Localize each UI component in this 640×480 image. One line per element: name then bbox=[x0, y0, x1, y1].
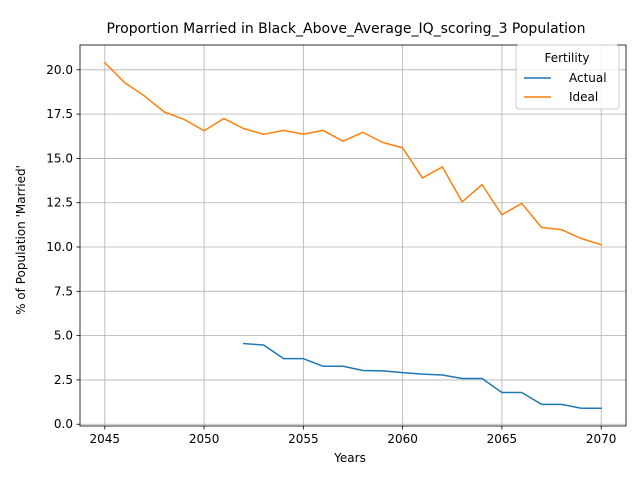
y-tick-label: 10.0 bbox=[46, 240, 73, 254]
x-axis-label: Years bbox=[333, 451, 366, 465]
legend-label-actual: Actual bbox=[569, 71, 607, 85]
y-axis-label: % of Population 'Married' bbox=[14, 165, 28, 315]
y-tick-label: 20.0 bbox=[46, 63, 73, 77]
x-tick-label: 2070 bbox=[586, 432, 617, 446]
y-tick-label: 2.5 bbox=[54, 373, 73, 387]
x-tick-label: 2050 bbox=[189, 432, 220, 446]
series-line-actual bbox=[242, 342, 602, 410]
x-axis-ticks: 2045 2050 2055 2060 2065 2070 bbox=[90, 426, 617, 446]
y-axis-ticks: 0.0 2.5 5.0 7.5 10.0 12.5 15.0 17.5 20.0 bbox=[46, 63, 80, 431]
y-tick-label: 7.5 bbox=[54, 284, 73, 298]
y-tick-label: 5.0 bbox=[54, 329, 73, 343]
series-line-ideal bbox=[103, 61, 603, 246]
series-layer bbox=[103, 61, 603, 410]
x-tick-label: 2045 bbox=[90, 432, 121, 446]
legend-title: Fertility bbox=[544, 51, 589, 65]
legend: Fertility Actual Ideal bbox=[515, 44, 620, 110]
y-tick-label: 17.5 bbox=[46, 107, 73, 121]
x-tick-label: 2065 bbox=[487, 432, 518, 446]
chart-title: Proportion Married in Black_Above_Averag… bbox=[107, 21, 586, 37]
grid-lines bbox=[80, 45, 626, 426]
x-tick-label: 2060 bbox=[387, 432, 418, 446]
legend-label-ideal: Ideal bbox=[569, 90, 598, 104]
legend-box bbox=[515, 44, 620, 110]
plot-frame bbox=[79, 44, 627, 427]
y-tick-label: 0.0 bbox=[54, 417, 73, 431]
y-tick-label: 12.5 bbox=[46, 196, 73, 210]
x-tick-label: 2055 bbox=[288, 432, 319, 446]
y-tick-label: 15.0 bbox=[46, 151, 73, 165]
